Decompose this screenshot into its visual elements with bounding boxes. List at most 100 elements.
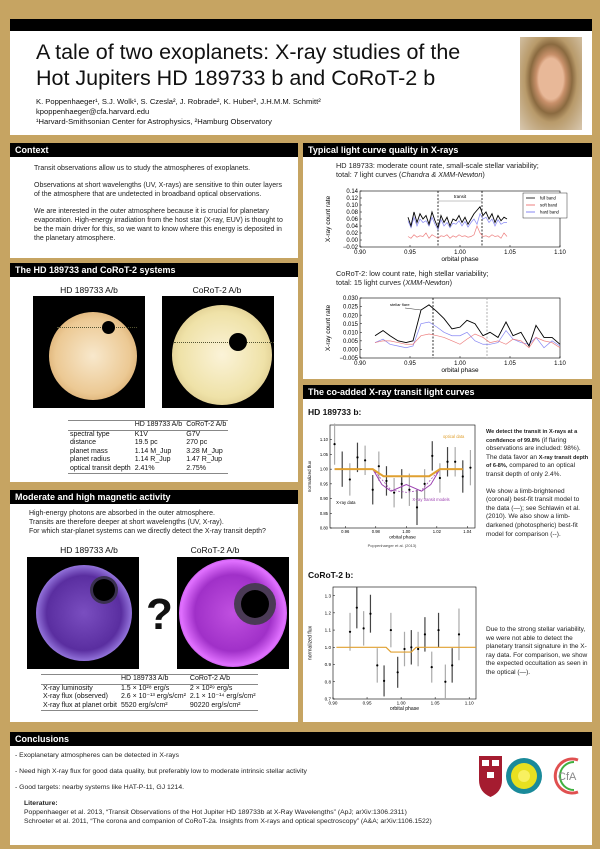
x-tick-label: 1.00: [397, 701, 406, 706]
table-cell: X-ray flux (observed): [43, 693, 108, 700]
y-tick-label: −0.02: [343, 245, 359, 251]
table-header: HD 189733 A/b: [132, 420, 185, 431]
optical-model-line: [336, 646, 476, 653]
cfa-logo-text: CfA: [558, 771, 577, 783]
x-tick-label: 1.10: [554, 361, 566, 367]
paragraph: Observations at short wavelengths (UV, X…: [34, 182, 282, 198]
image-label: HD 189733 A/b: [60, 285, 118, 295]
y-tick-label: 0.8: [325, 679, 332, 684]
x-tick-label: 1.10: [554, 250, 566, 256]
y-axis-label: normalized flux: [307, 460, 312, 492]
data-point: [431, 454, 434, 457]
annotation: X-ray data: [336, 500, 356, 505]
legend-label: full band: [540, 196, 557, 201]
section-heading: Conclusions: [10, 732, 592, 746]
subheading: CoRoT-2 b:: [308, 570, 354, 580]
table-cell: 270 pc: [186, 439, 208, 446]
caption: HD 189733: moderate count rate, small-sc…: [336, 161, 539, 170]
data-point: [333, 443, 336, 446]
series-line-soft-band: [407, 225, 508, 239]
text-line: High-energy photons are absorbed in the …: [29, 510, 216, 517]
x-tick-label: 1.00: [402, 529, 411, 534]
section-heading: The HD 189733 and CoRoT-2 systems: [10, 263, 298, 277]
image-label: CoRoT-2 A/b: [192, 285, 242, 295]
data-point: [403, 647, 406, 651]
y-tick-label: 1.2: [325, 610, 332, 615]
table-header: [41, 674, 119, 685]
table-cell: planet radius: [70, 456, 111, 463]
table-header: CoRoT-2 A/b: [187, 674, 258, 685]
subheading: HD 189733 b:: [308, 407, 362, 417]
x-tick-label: 0.90: [354, 361, 366, 367]
email: kpoppenhaeger@cfa.harvard.edu: [36, 107, 150, 116]
table-cell: 1.47 R_Jup: [186, 456, 222, 463]
y-axis-label: normalized flux: [307, 625, 313, 660]
legend-label: hard band: [540, 210, 560, 215]
x-tick-label: 1.05: [504, 361, 516, 367]
y-tick-label: 1.0: [325, 645, 332, 650]
section-heading: Moderate and high magnetic activity: [10, 490, 298, 504]
table-cell: distance: [70, 439, 97, 446]
cfa-logo: CfA: [553, 757, 579, 795]
y-tick-label: 0.9: [325, 662, 332, 667]
data-point: [417, 647, 420, 651]
table-cell: 1.14 R_Jup: [134, 456, 171, 463]
title-line: A tale of two exoplanets: X-ray studies …: [36, 40, 461, 64]
lightcurve-panel: Typical light curve quality in X-rays HD…: [303, 143, 592, 379]
y-tick-label: 0.00: [346, 238, 358, 244]
x-tick-label: 1.05: [504, 250, 516, 256]
y-axis-label: X-ray count rate: [325, 304, 332, 351]
data-point: [396, 671, 399, 674]
annotation: X-ray transit models: [412, 497, 449, 502]
table-cell: 2.41%: [134, 464, 155, 472]
poster-header: A tale of two exoplanets: X-ray studies …: [10, 31, 592, 135]
table-cell: 90220 erg/s/cm²: [189, 701, 241, 709]
table-cell: 1.5 × 10²⁸ erg/s: [120, 684, 170, 692]
x-tick-label: 1.00: [454, 361, 466, 367]
y-tick-label: 0.020: [343, 313, 359, 319]
corot2-lightcurve-chart: 0.90 0.95 1.00 1.05 1.10 −0.005 0.000 0.005 0.01…: [325, 296, 566, 374]
data-point: [469, 466, 472, 469]
y-tick-label: 0.80: [320, 526, 329, 531]
y-tick-label: 0.000: [343, 348, 359, 354]
text-line: For which star-planet systems can we dir…: [29, 528, 266, 535]
data-point: [393, 491, 396, 494]
data-point: [385, 479, 388, 483]
bullet-item: - Need high X-ray flux for good data qua…: [15, 768, 307, 775]
figure-credit: Poppenhaeger et al. (2013): [367, 543, 417, 548]
series-line-hard-band: [407, 212, 507, 231]
text-line: Transits are therefore deeper at short w…: [29, 519, 224, 526]
table-cell: 2.6 × 10⁻¹³ erg/s/cm²: [120, 693, 186, 700]
corot2-coadded-chart: 0.90 0.95 1.00 1.05 1.10 0.7 0.8 0.9 1.0 1.1 1.2 1.…: [307, 586, 477, 712]
x-tick-label: 0.98: [372, 529, 381, 534]
data-point: [376, 664, 379, 667]
corot2-xray-image: [177, 557, 289, 669]
table-header: CoRoT-2 A/b: [184, 420, 229, 431]
table-row: planet radius 1.14 R_Jup 1.47 R_Jup: [68, 456, 228, 465]
y-tick-label: 0.85: [320, 511, 329, 516]
annotation: stellar flare: [390, 302, 410, 307]
x-tick-label: 0.96: [341, 529, 350, 534]
data-point: [382, 679, 386, 683]
table-cell: X-ray luminosity: [43, 684, 93, 692]
hd189733-coadded-chart: 0.96 0.98 1.00 1.02 1.04 0.80 0.85 0.90 0.95 1.00…: [307, 423, 476, 539]
title-line: Hot Jupiters HD 189733 b and CoRoT-2 b: [36, 66, 436, 90]
data-point: [423, 482, 426, 485]
systems-panel: The HD 189733 and CoRoT-2 systems HD 189…: [10, 263, 298, 482]
y-tick-label: 1.3: [325, 593, 332, 598]
x-axis-label: orbital phase: [390, 706, 419, 712]
table-cell: 3.28 M_Jup: [186, 447, 223, 455]
x-tick-label: 1.00: [454, 250, 466, 256]
author-photo: [520, 37, 582, 130]
y-tick-label: 1.10: [320, 437, 329, 442]
annotation: transit: [454, 194, 467, 199]
reference: Schroeter et al. 2011, “The corona and c…: [24, 818, 432, 825]
caption: total: 7 light curves (Chandra & XMM-New…: [336, 170, 485, 179]
data-point: [437, 628, 440, 632]
institution-logos: CfA: [479, 756, 579, 797]
data-point: [371, 488, 374, 491]
series-line-band: [374, 321, 561, 349]
paragraph: We detect the transit in X-rays at a con…: [486, 429, 589, 478]
data-point: [408, 488, 411, 491]
table-row: spectral type K1V G7V: [68, 430, 228, 439]
